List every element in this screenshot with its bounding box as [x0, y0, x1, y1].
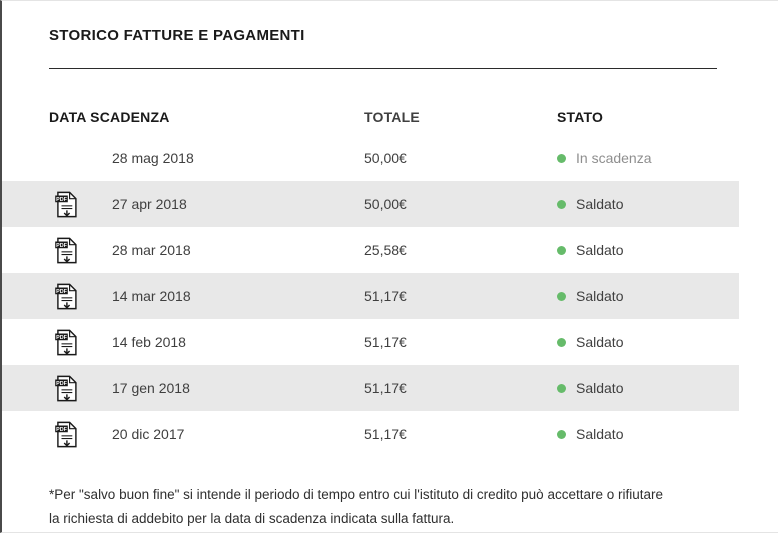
total-amount: 50,00€ — [364, 196, 407, 212]
pdf-icon-label: PDF — [56, 242, 67, 248]
status-label: Saldato — [576, 288, 624, 304]
pdf-download-icon[interactable]: PDF — [54, 329, 78, 356]
pdf-icon-label: PDF — [56, 380, 67, 386]
table-row: PDF 28 mar 2018 25,58€ Saldato — [2, 227, 739, 273]
status-label: In scadenza — [576, 150, 652, 166]
pdf-download-icon[interactable]: PDF — [54, 237, 78, 264]
status-dot-icon — [557, 245, 566, 255]
content-area: STORICO FATTURE E PAGAMENTI DATA SCADENZ… — [2, 27, 739, 532]
total-amount: 51,17€ — [364, 288, 407, 304]
page-title: STORICO FATTURE E PAGAMENTI — [49, 27, 305, 44]
status-label: Saldato — [576, 242, 624, 258]
status-label: Saldato — [576, 426, 624, 442]
status-label: Saldato — [576, 334, 624, 350]
due-date-text: 14 feb 2018 — [112, 334, 186, 350]
due-date-text: 20 dic 2017 — [112, 426, 185, 442]
status-label: Saldato — [576, 380, 624, 396]
pdf-download-icon[interactable]: PDF — [54, 191, 78, 218]
title-divider — [49, 68, 717, 69]
due-date-text: 14 mar 2018 — [112, 288, 191, 304]
table-row: PDF 14 feb 2018 51,17€ Saldato — [2, 319, 739, 365]
due-date-text: 28 mar 2018 — [112, 242, 191, 258]
due-date-text: 27 apr 2018 — [112, 196, 187, 212]
due-date-text: 28 mag 2018 — [112, 150, 194, 166]
total-amount: 50,00€ — [364, 150, 407, 166]
pdf-download-icon[interactable]: PDF — [54, 421, 78, 448]
pdf-icon-label: PDF — [56, 196, 67, 202]
column-header-total: TOTALE — [364, 109, 420, 125]
salvo-buon-fine-footnote: *Per "salvo buon fine" si intende il per… — [49, 487, 663, 527]
table-row: PDF 14 mar 2018 51,17€ Saldato — [2, 273, 739, 319]
total-amount: 51,17€ — [364, 380, 407, 396]
pdf-icon-placeholder — [54, 145, 78, 172]
table-row: PDF 17 gen 2018 51,17€ Saldato — [2, 365, 739, 411]
pdf-icon-label: PDF — [56, 288, 67, 294]
total-amount: 51,17€ — [364, 334, 407, 350]
total-amount: 51,17€ — [364, 426, 407, 442]
pdf-icon-label: PDF — [56, 426, 67, 432]
table-row: PDF 27 apr 2018 50,00€ Saldato — [2, 181, 739, 227]
status-dot-icon — [557, 429, 566, 439]
column-header-due-date: DATA SCADENZA — [49, 109, 170, 125]
pdf-download-icon[interactable]: PDF — [54, 375, 78, 402]
status-dot-icon — [557, 337, 566, 347]
table-row: 28 mag 2018 50,00€ In scadenza — [2, 135, 739, 181]
table-row: PDF 20 dic 2017 51,17€ Saldato — [2, 411, 739, 457]
status-dot-icon — [557, 199, 566, 209]
column-header-status: STATO — [557, 109, 604, 125]
status-dot-icon — [557, 153, 566, 163]
total-amount: 25,58€ — [364, 242, 407, 258]
due-date-text: 17 gen 2018 — [112, 380, 190, 396]
pdf-icon-label: PDF — [56, 334, 67, 340]
status-label: Saldato — [576, 196, 624, 212]
table-header-row: DATA SCADENZA TOTALE STATO — [2, 99, 739, 135]
pdf-download-icon[interactable]: PDF — [54, 283, 78, 310]
status-dot-icon — [557, 291, 566, 301]
status-dot-icon — [557, 383, 566, 393]
